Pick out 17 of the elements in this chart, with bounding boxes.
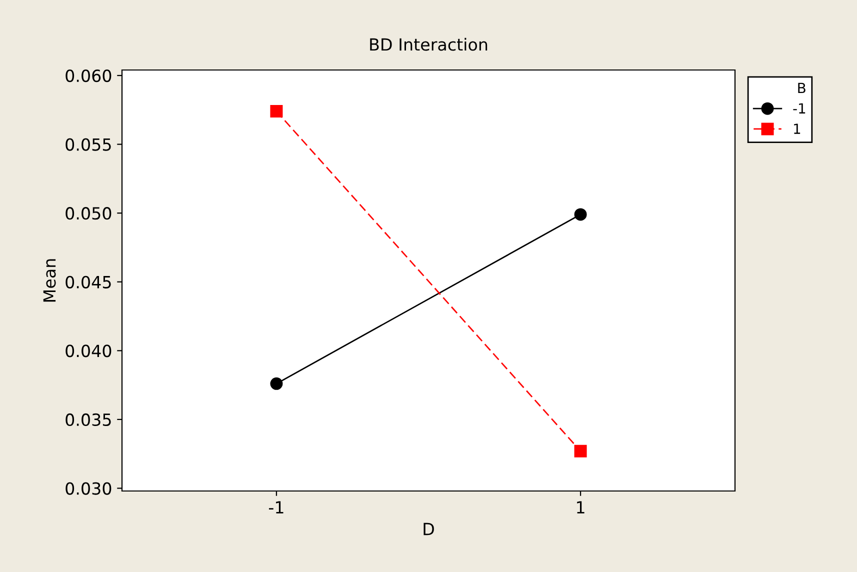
point — [270, 377, 283, 390]
legend-label: -1 — [793, 103, 806, 114]
y-axis-title: Mean — [43, 259, 56, 302]
chart-title: BD Interaction — [370, 38, 488, 51]
legend-title: B — [798, 82, 806, 94]
point — [574, 208, 587, 221]
y-tick-label: 0.045 — [66, 276, 111, 288]
point — [574, 444, 587, 458]
y-tick-label: 0.040 — [66, 344, 112, 358]
y-tick-label: 0.060 — [66, 69, 112, 82]
y-tick-label: 0.055 — [66, 138, 111, 151]
x-axis-title: D — [424, 522, 434, 536]
y-tick-label: 0.030 — [66, 482, 112, 495]
y-tick-label: 0.035 — [66, 413, 111, 426]
y-tick-label: 0.050 — [66, 207, 112, 220]
point — [270, 105, 283, 118]
legend-label: 1 — [794, 124, 800, 134]
